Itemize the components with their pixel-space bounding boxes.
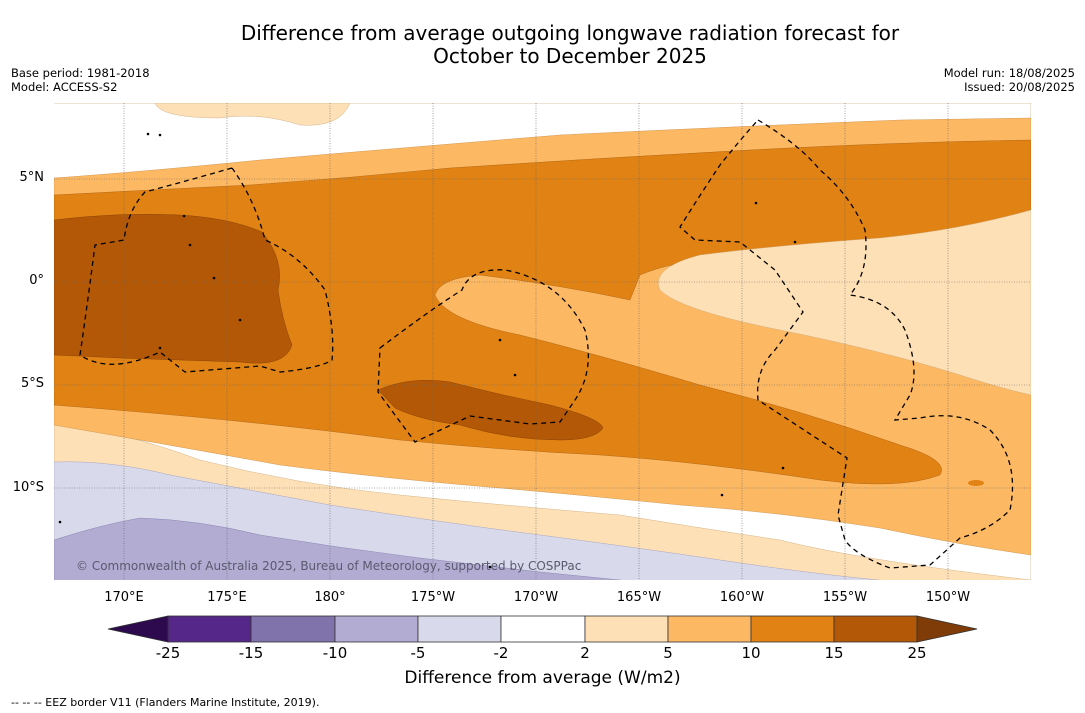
colorbar-label: Difference from average (W/m2) xyxy=(404,668,681,688)
lon-label-175w: 175°W xyxy=(410,590,456,605)
contour-15-to-25-central xyxy=(377,380,604,441)
colorbar-swatch-15-25 xyxy=(833,615,918,643)
eez-border-phoenix xyxy=(377,269,589,443)
island xyxy=(720,493,724,497)
lon-label-170w: 170°W xyxy=(513,590,559,605)
model-name: Model: ACCESS-S2 xyxy=(11,80,118,94)
colorbar-swatch-neg2-2 xyxy=(500,615,586,643)
island xyxy=(158,346,162,350)
island-markers xyxy=(58,132,797,569)
colorbar-tick: 5 xyxy=(663,644,673,662)
map-plot-area xyxy=(54,103,1031,580)
lon-label-150w: 150°W xyxy=(925,590,971,605)
island xyxy=(158,133,162,137)
base-info: Base period: 1981-2018 Model: ACCESS-S2 xyxy=(11,66,150,94)
island xyxy=(146,132,150,136)
lon-label-180: 180° xyxy=(314,590,346,605)
island xyxy=(182,214,186,218)
model-run: Model run: 18/08/2025 xyxy=(943,66,1075,80)
colorbar-extend-high xyxy=(916,615,978,643)
eez-borders xyxy=(79,119,1014,569)
eez-border-line-islands xyxy=(679,119,1014,569)
colorbar-swatch-neg15-neg10 xyxy=(250,615,336,643)
island xyxy=(488,565,492,569)
eez-footnote: -- -- -- EEZ border V11 (Flanders Marine… xyxy=(11,696,320,709)
island xyxy=(513,373,517,377)
lat-label-10s: 10°S xyxy=(12,480,44,495)
title-line-1: Difference from average outgoing longwav… xyxy=(240,21,900,45)
island xyxy=(754,201,758,205)
colorbar-swatch-10-15 xyxy=(750,615,835,643)
colorbar xyxy=(107,615,978,643)
island xyxy=(781,466,785,470)
lat-label-5s: 5°S xyxy=(20,376,44,391)
colorbar-extend-low xyxy=(107,615,169,643)
colorbar-swatch-2-5 xyxy=(584,615,669,643)
run-info: Model run: 18/08/2025 Issued: 20/08/2025 xyxy=(944,66,1075,94)
base-period: Base period: 1981-2018 xyxy=(11,66,150,80)
contour-10-to-15 xyxy=(54,139,1031,485)
eez-border-kiribati-gilberts xyxy=(79,167,334,373)
copyright-notice: © Commonwealth of Australia 2025, Bureau… xyxy=(76,559,582,573)
island xyxy=(58,520,62,524)
contour-15-to-25-west xyxy=(54,213,293,364)
contour-neg10-to-neg5 xyxy=(54,517,623,580)
colorbar-swatch-neg10-neg5 xyxy=(334,615,419,643)
colorbar-tick: 25 xyxy=(907,644,927,662)
colorbar-tick: -5 xyxy=(410,644,426,662)
colorbar-swatch-neg5-neg2 xyxy=(417,615,502,643)
lat-label-0: 0° xyxy=(29,273,44,288)
colorbar-swatch-neg25-neg15 xyxy=(167,615,252,643)
colorbar-tick: 15 xyxy=(824,644,844,662)
issued-date: Issued: 20/08/2025 xyxy=(964,80,1075,94)
title-line-2: October to December 2025 xyxy=(433,44,707,68)
colorbar-tick: -10 xyxy=(322,644,348,662)
lon-label-170e: 170°E xyxy=(104,590,144,605)
colorbar-tick: -2 xyxy=(493,644,509,662)
lat-label-5n: 5°N xyxy=(19,170,45,185)
map-title: Difference from average outgoing longwav… xyxy=(170,22,970,68)
island xyxy=(212,276,216,280)
lon-label-155w: 155°W xyxy=(822,590,868,605)
contour-2-to-5-tongue xyxy=(658,209,1031,396)
island xyxy=(188,243,192,247)
colorbar-tick: 10 xyxy=(741,644,761,662)
colorbar-tick: -25 xyxy=(155,644,181,662)
lon-label-160w: 160°W xyxy=(719,590,765,605)
lon-label-175e: 175°E xyxy=(207,590,247,605)
colorbar-tick: -15 xyxy=(238,644,264,662)
lon-label-165w: 165°W xyxy=(616,590,662,605)
colorbar-swatch-5-10 xyxy=(667,615,752,643)
island xyxy=(793,240,797,244)
contour-speck xyxy=(968,480,984,486)
colorbar-tick: 2 xyxy=(580,644,590,662)
island xyxy=(238,318,242,322)
graticule xyxy=(54,103,1031,580)
island xyxy=(498,338,502,342)
